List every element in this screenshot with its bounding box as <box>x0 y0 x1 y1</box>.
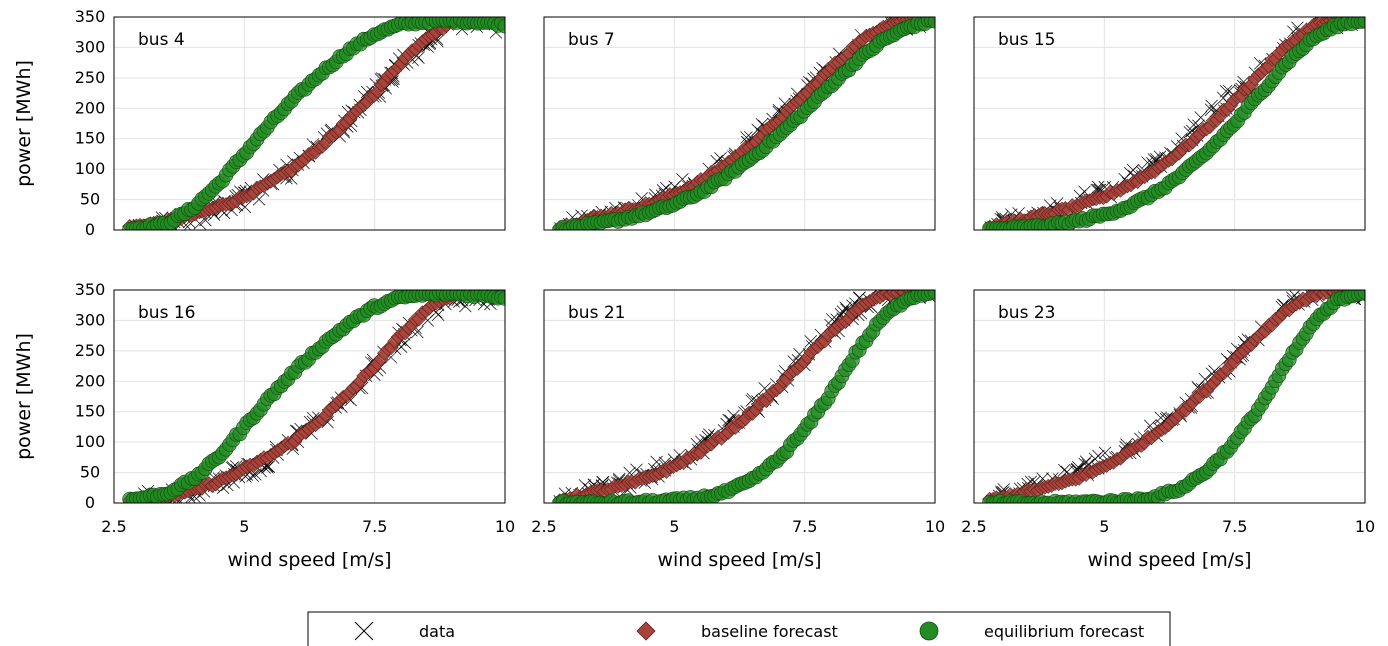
x-tick-label: 7.5 <box>362 517 387 536</box>
legend-marker-x <box>354 621 374 641</box>
panel-bus-7: bus 7 <box>543 16 936 231</box>
y-tick-label: 200 <box>75 98 106 117</box>
panel-bus-21: bus 21 2.5 5 7.5 10 wind speed [m/s] <box>531 289 945 571</box>
data-point <box>1092 449 1105 463</box>
y-tick-label: 250 <box>75 341 106 360</box>
y-tick-label: 200 <box>75 371 106 390</box>
y-axis-label: power [MWh] <box>13 60 35 187</box>
panel-frame <box>973 16 1366 231</box>
data-point <box>1091 180 1105 194</box>
y-tick-label: 300 <box>75 37 106 56</box>
plot-area <box>122 17 505 230</box>
x-axis-label: wind speed [m/s] <box>227 549 391 571</box>
x-tick-label: 10 <box>925 517 945 536</box>
y-tick-label: 0 <box>85 220 95 239</box>
data-point <box>1204 103 1218 117</box>
y-tick-label: 250 <box>75 68 106 87</box>
equilibrium-point <box>1357 290 1365 300</box>
equilibrium-point <box>927 17 935 29</box>
panel-bus-23: bus 23 2.5 5 7.5 10 wind speed [m/s] <box>961 289 1375 571</box>
x-tick-label: 5 <box>669 517 679 536</box>
panel-frame <box>543 289 936 504</box>
y-tick-label: 50 <box>80 463 100 482</box>
legend-label: equilibrium forecast <box>984 622 1144 641</box>
legend-marker-diamond <box>636 621 656 641</box>
x-tick-label: 5 <box>1099 517 1109 536</box>
legend-label: baseline forecast <box>701 622 838 641</box>
plot-area <box>122 290 505 503</box>
x-tick-label: 10 <box>1355 517 1375 536</box>
x-tick-label: 2.5 <box>961 517 986 536</box>
y-tick-label: 350 <box>75 280 106 299</box>
y-tick-label: 0 <box>85 493 95 512</box>
panel-frame <box>113 16 506 231</box>
equilibrium-point <box>927 290 935 300</box>
panel-label: bus 21 <box>568 303 625 323</box>
y-tick-label: 100 <box>75 159 106 178</box>
x-tick-label: 7.5 <box>792 517 817 536</box>
y-tick-label: 150 <box>75 402 106 421</box>
x-tick-label: 5 <box>239 517 249 536</box>
legend-marker-circle <box>919 621 939 641</box>
plot-area <box>982 290 1365 503</box>
panel-label: bus 7 <box>568 30 615 50</box>
x-tick-label: 2.5 <box>531 517 556 536</box>
panel-frame <box>113 289 506 504</box>
data-point <box>1219 85 1233 98</box>
y-axis-label: power [MWh] <box>13 333 35 460</box>
plot-area <box>552 17 935 230</box>
y-tick-label: 350 <box>75 7 106 26</box>
data-point <box>1194 111 1207 124</box>
legend-box <box>307 611 1171 646</box>
equilibrium-point <box>497 291 505 306</box>
panel-label: bus 23 <box>998 303 1055 323</box>
panel-bus-4: bus 4 0 50 100 150 200 250 300 350 power [MWh] <box>13 7 506 239</box>
panel-frame <box>973 289 1366 504</box>
equilibrium-point <box>1357 17 1365 29</box>
y-tick-label: 100 <box>75 432 106 451</box>
panel-frame <box>543 16 936 231</box>
data-point <box>431 308 445 321</box>
equilibrium-point <box>497 18 505 34</box>
plot-area <box>982 17 1365 230</box>
panel-label: bus 4 <box>138 30 185 50</box>
panel-bus-15: bus 15 <box>973 16 1366 231</box>
y-tick-label: 150 <box>75 129 106 148</box>
panel-label: bus 16 <box>138 303 195 323</box>
x-tick-label: 2.5 <box>101 517 126 536</box>
data-point <box>1126 163 1140 177</box>
legend-label: data <box>419 622 455 641</box>
x-tick-label: 10 <box>495 517 515 536</box>
data-point <box>1205 99 1218 113</box>
panel-bus-16: bus 16 0 50 100 150 200 250 300 350 power [MWh] 2.… <box>13 280 515 571</box>
plot-area <box>552 290 935 503</box>
x-tick-label: 7.5 <box>1222 517 1247 536</box>
x-axis-label: wind speed [m/s] <box>657 549 821 571</box>
y-tick-label: 300 <box>75 310 106 329</box>
y-tick-label: 50 <box>80 190 100 209</box>
panel-label: bus 15 <box>998 30 1055 50</box>
x-axis-label: wind speed [m/s] <box>1087 549 1251 571</box>
legend: data baseline forecast equilibrium forecas… <box>307 611 1171 646</box>
